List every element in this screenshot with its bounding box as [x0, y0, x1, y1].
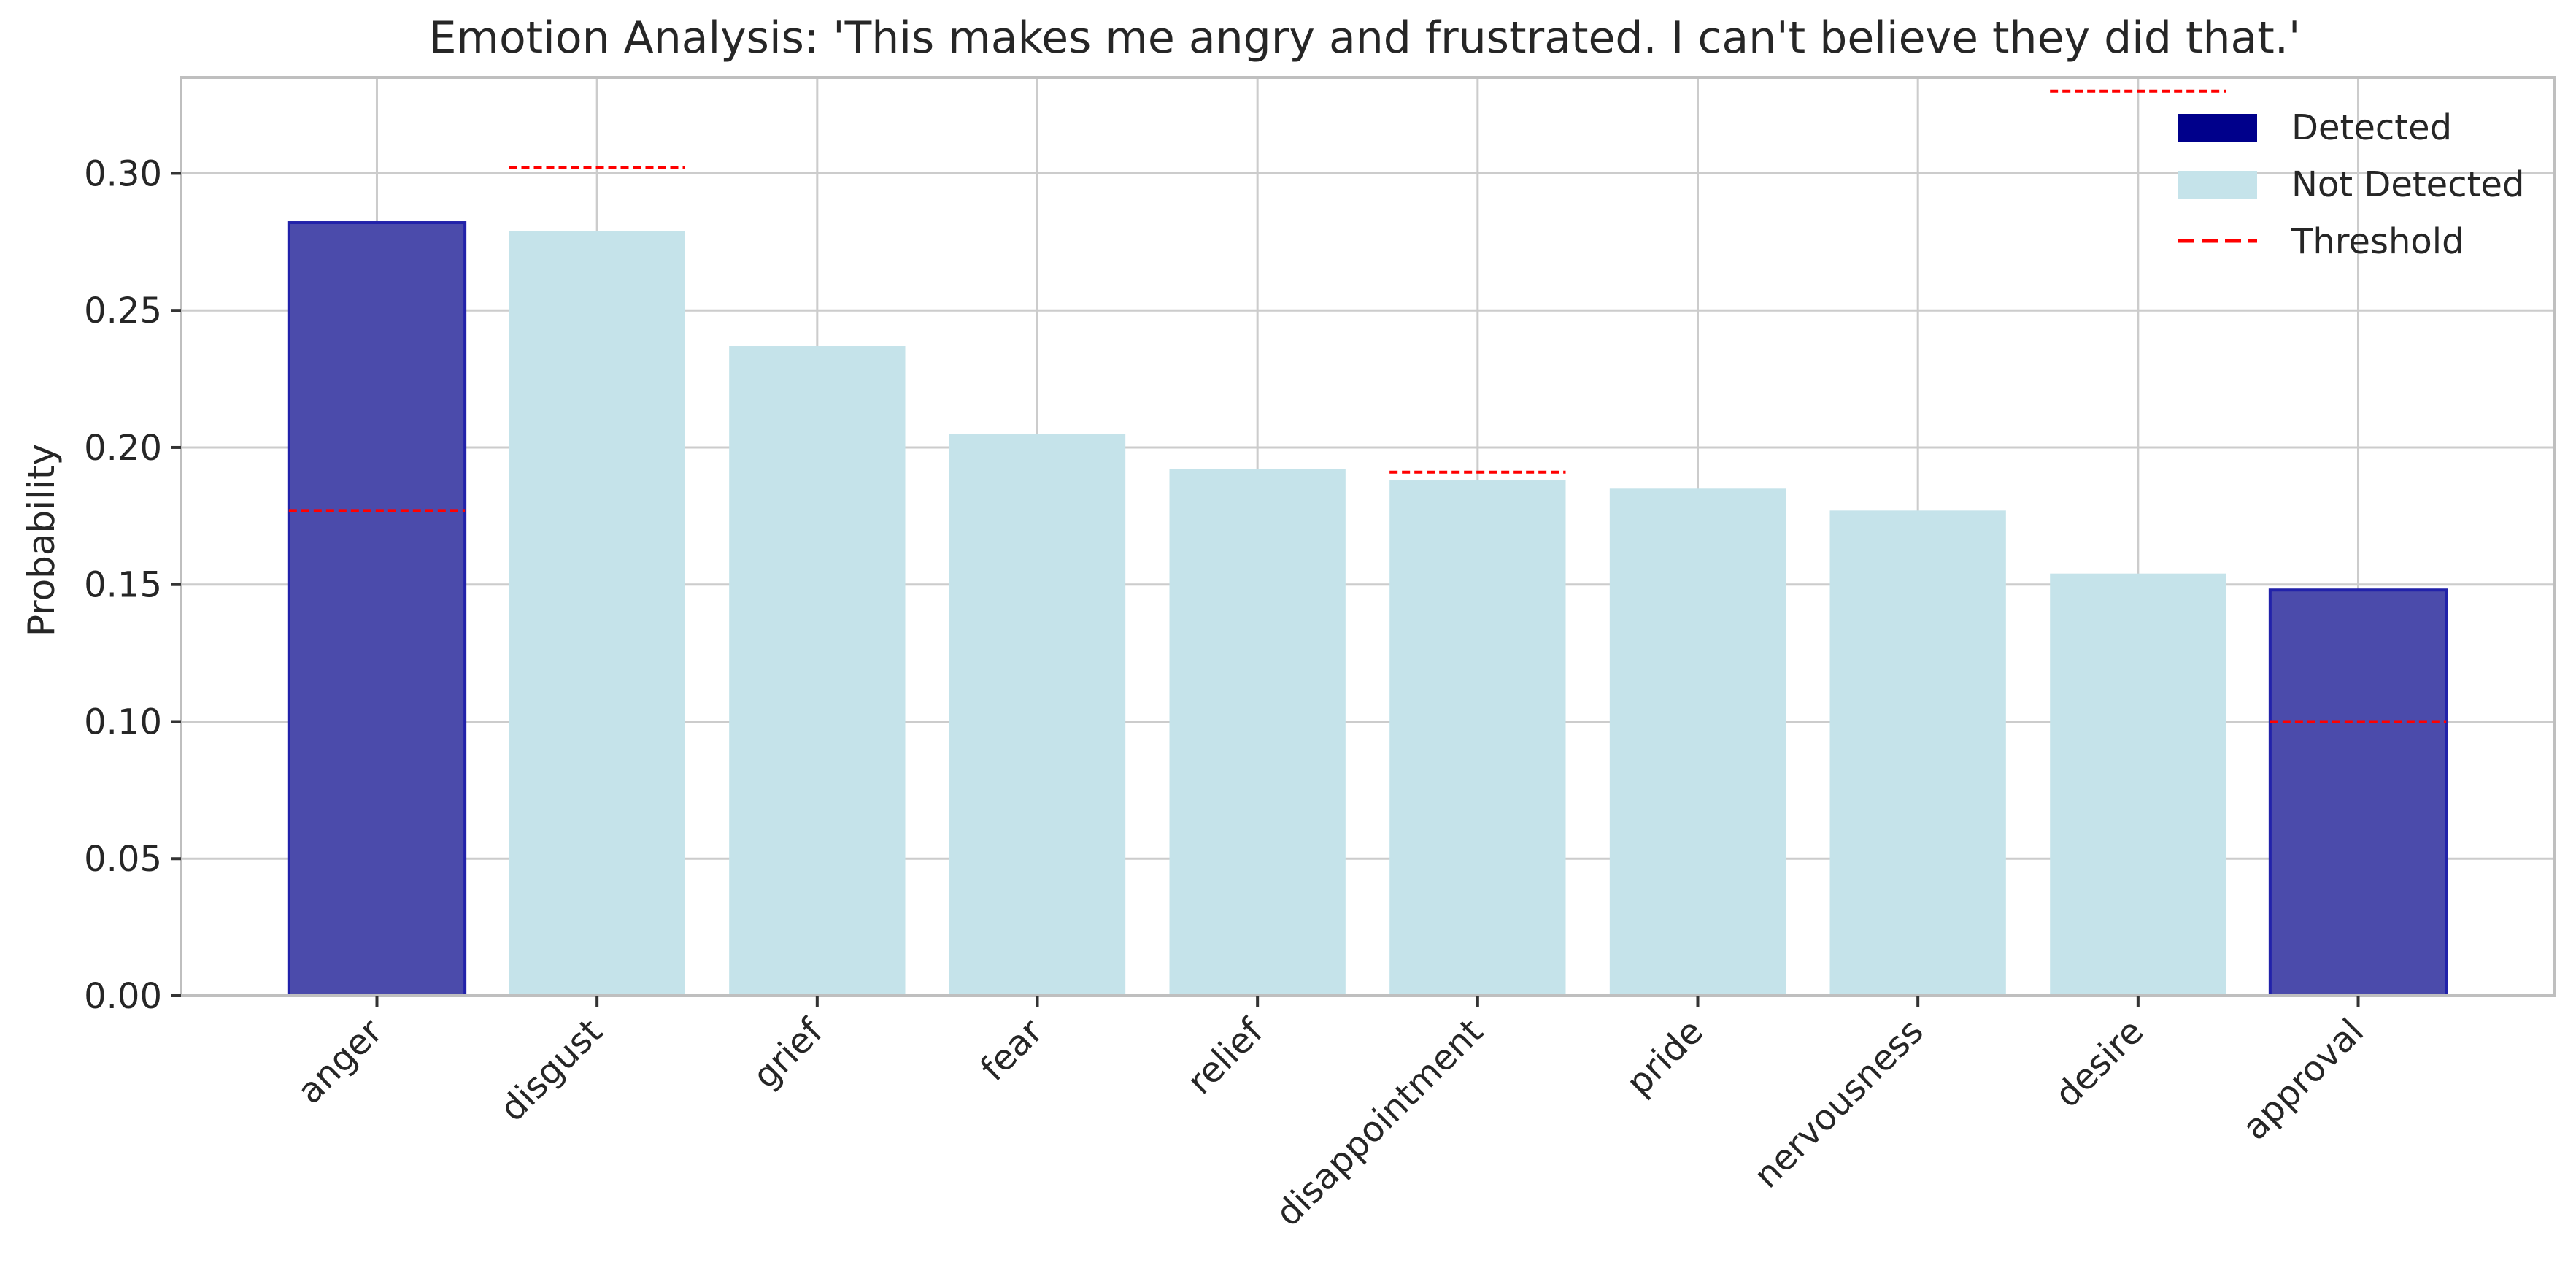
plot-frame: [180, 76, 2556, 997]
legend-label: Detected: [2291, 107, 2452, 148]
bar-pride: [1609, 488, 1786, 996]
legend-label: Threshold: [2291, 221, 2464, 262]
bar-disappointment: [1389, 480, 1566, 996]
legend: Detected Not Detected Threshold: [2178, 107, 2524, 262]
threshold-lines: [288, 89, 2447, 723]
y-tick-label: 0.05: [84, 839, 162, 880]
x-tick-label-grief: grief: [745, 1010, 831, 1096]
x-tick-label-fear: fear: [973, 1011, 1051, 1089]
bar-nervousness: [1829, 510, 2006, 996]
y-tick-label: 0.25: [84, 291, 162, 331]
x-tick-label-desire: desire: [2047, 1011, 2151, 1115]
y-tick-label: 0.15: [84, 565, 162, 606]
y-tick-label: 0.00: [84, 976, 162, 1017]
bar-approval: [2268, 588, 2448, 997]
bar-grief: [729, 346, 906, 996]
x-tick-label-disgust: disgust: [492, 1011, 610, 1129]
x-tick-label-nervousness: nervousness: [1746, 1011, 1932, 1196]
bar-relief: [1169, 469, 1346, 996]
x-tick-label-disappointment: disappointment: [1268, 1011, 1491, 1234]
y-tick-label: 0.30: [84, 153, 162, 194]
chart-title: Emotion Analysis: 'This makes me angry a…: [429, 12, 2301, 64]
y-axis-ticks: 0.00 0.05 0.10 0.15 0.20 0.25 0.30: [84, 153, 181, 1017]
legend-swatch-detected: [2178, 114, 2257, 142]
x-tick-label-approval: approval: [2234, 1011, 2372, 1148]
bar-disgust: [509, 231, 685, 996]
y-axis-label: Probability: [20, 444, 63, 637]
bar-anger: [287, 221, 467, 997]
legend-swatch-not-detected: [2178, 171, 2257, 199]
y-tick-label: 0.10: [84, 702, 162, 742]
legend-label: Not Detected: [2291, 164, 2524, 205]
x-tick-label-relief: relief: [1179, 1010, 1271, 1102]
bars: [287, 221, 2448, 997]
bar-fear: [949, 434, 1126, 996]
x-tick-label-anger: anger: [290, 1011, 390, 1112]
x-tick-label-pride: pride: [1619, 1011, 1711, 1104]
y-tick-label: 0.20: [84, 428, 162, 469]
x-axis-ticks: anger disgust grief fear reliefdisappointmen…: [290, 996, 2372, 1234]
bar-desire: [2050, 573, 2226, 996]
